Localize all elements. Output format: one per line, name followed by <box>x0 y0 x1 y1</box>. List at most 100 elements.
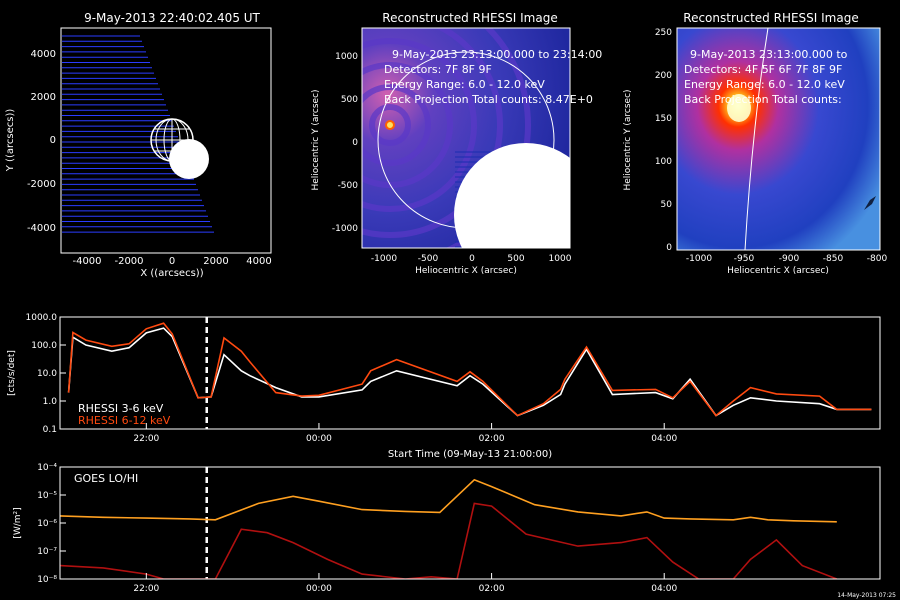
tick-label: 0 <box>469 254 475 264</box>
image2-xlabel: Heliocentric X (arcsec) <box>727 266 829 276</box>
tick-label: 200 <box>655 71 672 81</box>
orbit-xlabel: X ((arcsecs)) <box>140 268 203 279</box>
tick-label: -4000 <box>27 223 56 234</box>
y-tick-label: 100.0 <box>31 341 57 351</box>
y-tick-label: 1.0 <box>43 397 58 407</box>
plot-date-note: 14-May-2013 07:25 <box>837 592 896 599</box>
image2-minor-source <box>864 196 876 210</box>
orbit-panel: 9-May-2013 22:40:02.405 UT -4000 -2000 0… <box>5 11 272 279</box>
rhessi-ylabel: [cts/s/det] <box>7 350 17 396</box>
image2-info-line: Back Projection Total counts: <box>684 93 842 106</box>
orbit-xticks: -4000 -2000 0 2000 4000 <box>72 256 271 267</box>
image2-info-line: Detectors: 4F 5F 6F 7F 8F 9F <box>684 63 842 76</box>
image2-background <box>677 28 880 250</box>
tick-label: -2000 <box>27 179 56 190</box>
image1-ylabel: Heliocentric Y (arcsec) <box>311 89 321 190</box>
tick-label: 2000 <box>203 256 228 267</box>
goes-plot-area <box>60 467 838 579</box>
tick-label: 2000 <box>31 92 56 103</box>
image1-flare-source <box>385 120 395 130</box>
image1-title: Reconstructed RHESSI Image <box>382 11 557 25</box>
tick-label: -950 <box>734 254 755 264</box>
rhessi-axes: 1000.0 100.0 10.0 1.0 0.1 22:00 00:00 02:00 04:0… <box>26 313 678 444</box>
y-tick-label: 1000.0 <box>26 313 58 323</box>
tick-label: 4000 <box>246 256 271 267</box>
image2-plot-area <box>677 28 880 250</box>
y-tick-label: 10.0 <box>37 369 57 379</box>
x-tick-label: 04:00 <box>651 584 677 594</box>
image1-info-line: Energy Range: 6.0 - 12.0 keV <box>384 78 545 91</box>
tick-label: 150 <box>655 114 672 124</box>
image2-frame <box>676 27 881 251</box>
rhessi-xlabel: Start Time (09-May-13 21:00:00) <box>388 449 552 460</box>
tick-label: 0 <box>666 243 672 253</box>
x-tick-label: 02:00 <box>479 584 505 594</box>
image1-frame <box>361 27 571 249</box>
image2-info: 9-May-2013 23:13:00.000 to Detectors: 4F… <box>684 48 848 106</box>
image1-xticks: -1000 -500 0 500 1000 <box>371 254 572 264</box>
tick-label: -850 <box>823 254 844 264</box>
image2-xticks: -1000 -950 -900 -850 -800 <box>686 254 888 264</box>
orbit-frame <box>60 27 272 254</box>
goes-ylabel: [W/m²] <box>13 507 23 538</box>
tick-label: -1000 <box>371 254 397 264</box>
tick-label: 50 <box>661 200 673 210</box>
rhessi-lightcurve-panel: 1000.0 100.0 10.0 1.0 0.1 22:00 00:00 02:00 04:0… <box>7 313 881 460</box>
y-tick-label: 0.1 <box>43 425 57 435</box>
series-line <box>60 502 838 579</box>
image2-yticks: 250 200 150 100 50 0 <box>655 28 672 253</box>
tick-label: 0 <box>169 256 175 267</box>
rhessi-legend-6-12: RHESSI 6-12 keV <box>78 414 171 427</box>
image1-yticks: 1000 500 0 -500 -1000 <box>332 52 358 234</box>
tick-label: 250 <box>655 28 672 38</box>
image2-title: Reconstructed RHESSI Image <box>683 11 858 25</box>
series-line <box>67 322 872 417</box>
image1-info-line: 9-May-2013 23:13:00.000 to 23:14:00 <box>392 48 602 61</box>
goes-lightcurve-panel: 10⁻⁴ 10⁻⁵ 10⁻⁶ 10⁻⁷ 10⁻⁸ 22:00 00:00 02:00 04:00… <box>13 463 896 599</box>
tick-label: 100 <box>655 157 672 167</box>
x-tick-label: 22:00 <box>133 584 159 594</box>
tick-label: -800 <box>867 254 888 264</box>
image1-info: 9-May-2013 23:13:00.000 to 23:14:00 Dete… <box>384 48 602 106</box>
image1-occulting-disk <box>454 143 570 248</box>
rhessi-plot-area <box>67 317 872 429</box>
orbit-ylabel: Y ((arcsecs)) <box>5 109 16 173</box>
orbit-title: 9-May-2013 22:40:02.405 UT <box>84 11 260 25</box>
y-tick-label: 10⁻⁸ <box>37 575 57 585</box>
image1-info-line: Back Projection Total counts: 8.47E+0 <box>384 93 593 106</box>
goes-axes: 10⁻⁴ 10⁻⁵ 10⁻⁶ 10⁻⁷ 10⁻⁸ 22:00 00:00 02:00 04:00 <box>37 463 677 594</box>
y-tick-label: 10⁻⁵ <box>37 491 57 501</box>
tick-label: -500 <box>338 181 359 191</box>
image1-xlabel: Heliocentric X (arcsec) <box>415 266 517 276</box>
x-tick-label: 22:00 <box>133 434 159 444</box>
tick-label: 500 <box>507 254 524 264</box>
rhessi-legend-3-6: RHESSI 3-6 keV <box>78 402 164 415</box>
image2-panel: Reconstructed RHESSI Image 9-May-2013 23… <box>623 11 887 276</box>
goes-legend: GOES LO/HI <box>74 472 138 485</box>
orbit-yticks: 4000 2000 0 -2000 -4000 <box>27 49 56 234</box>
sun-disk <box>169 139 209 179</box>
rhessi-frame <box>59 316 881 430</box>
image1-info-line: Detectors: 7F 8F 9F <box>384 63 492 76</box>
x-tick-label: 00:00 <box>306 434 332 444</box>
image2-ylabel: Heliocentric Y (arcsec) <box>623 89 633 190</box>
orbit-plot-area <box>62 35 214 233</box>
tick-label: -2000 <box>114 256 143 267</box>
image1-panel: Reconstructed RHESSI Image 9-May-2013 23… <box>311 11 602 276</box>
tick-label: 0 <box>50 135 56 146</box>
tick-label: 4000 <box>31 49 56 60</box>
tick-label: -1000 <box>686 254 712 264</box>
goes-series <box>60 478 838 579</box>
image2-info-line: Energy Range: 6.0 - 12.0 keV <box>684 78 845 91</box>
series-line <box>60 478 837 523</box>
image2-info-line: 9-May-2013 23:13:00.000 to <box>690 48 848 61</box>
tick-label: -500 <box>418 254 439 264</box>
x-tick-label: 00:00 <box>306 584 332 594</box>
x-tick-label: 04:00 <box>651 434 677 444</box>
tick-label: -1000 <box>332 224 358 234</box>
image2-solar-limb <box>744 28 769 250</box>
y-tick-label: 10⁻⁶ <box>37 519 57 529</box>
tick-label: -900 <box>779 254 800 264</box>
tick-label: 1000 <box>335 52 358 62</box>
